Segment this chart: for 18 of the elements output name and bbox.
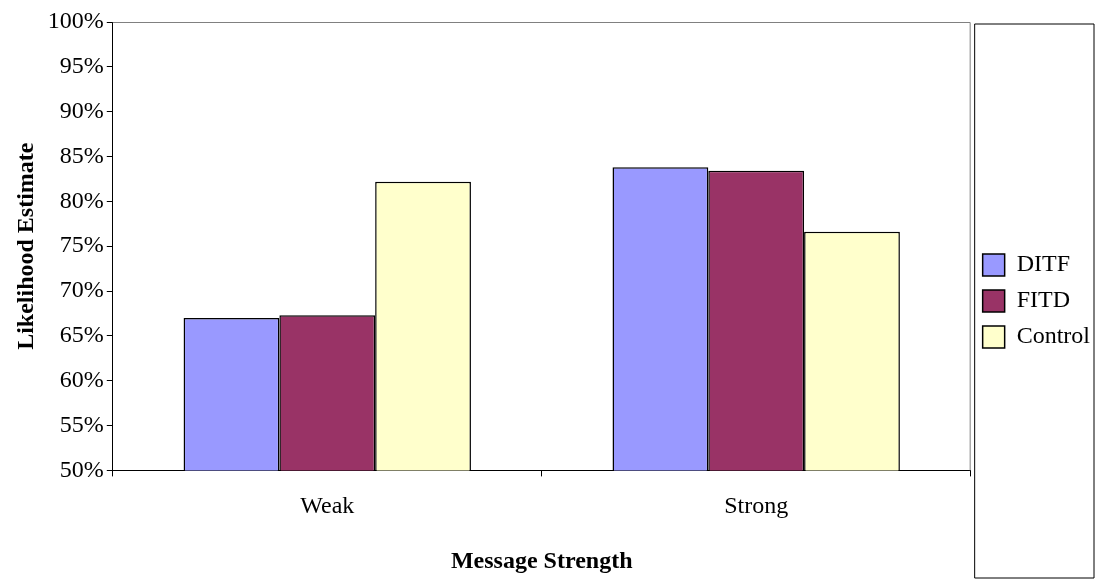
y-tick-label: 50% bbox=[59, 455, 104, 482]
y-tick-label: 95% bbox=[59, 52, 104, 79]
x-axis-title: Message Strength bbox=[450, 546, 633, 573]
y-tick-label: 80% bbox=[59, 186, 104, 213]
y-tick-label: 90% bbox=[59, 96, 104, 123]
y-axis-title: Likelihood Estimate bbox=[11, 142, 38, 350]
y-tick-label: 55% bbox=[59, 410, 104, 437]
x-tick-label: Strong bbox=[724, 492, 789, 519]
y-tick-label: 75% bbox=[59, 231, 104, 258]
y-tick-label: 70% bbox=[59, 276, 104, 303]
legend-label: DITF bbox=[1016, 250, 1071, 277]
legend-label: FITD bbox=[1016, 286, 1071, 313]
x-tick-label: Weak bbox=[300, 492, 355, 519]
y-tick-label: 65% bbox=[59, 321, 104, 348]
legend-label: Control bbox=[1016, 322, 1091, 349]
y-tick-label: 60% bbox=[59, 366, 104, 393]
y-tick-label: 100% bbox=[47, 7, 104, 34]
y-tick-label: 85% bbox=[59, 141, 104, 168]
